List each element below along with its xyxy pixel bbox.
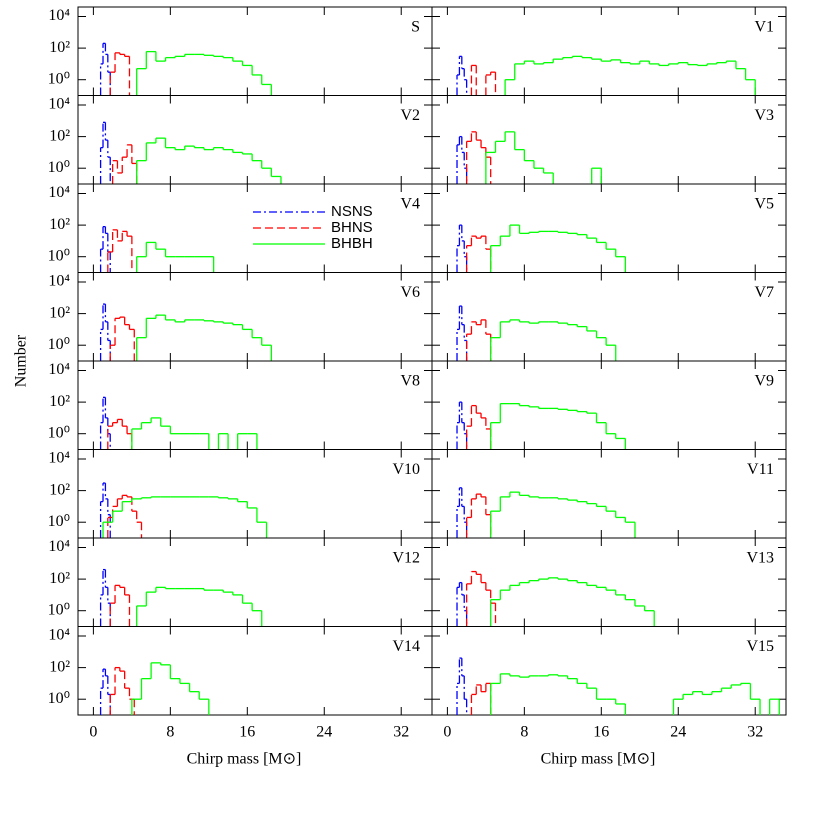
legend-label: BHBH (331, 235, 373, 252)
x-tick-label: 0 (89, 724, 97, 741)
x-tick-label: 32 (393, 724, 409, 741)
legend-label: NSNS (331, 203, 373, 220)
y-tick-label: 10² (49, 127, 70, 144)
y-tick-label: 10⁴ (48, 361, 70, 378)
panel-frame (431, 183, 787, 273)
panel-frame (77, 537, 433, 627)
y-axis-label: Number (13, 334, 30, 387)
y-tick-label: 10⁰ (48, 336, 70, 353)
x-tick-label: 32 (747, 724, 763, 741)
y-tick-label: 10⁰ (48, 424, 70, 441)
y-tick-label: 10⁰ (48, 159, 70, 176)
y-tick-label: 10⁴ (48, 538, 70, 555)
panel-label: V6 (400, 284, 420, 301)
panel-label: V11 (747, 461, 774, 478)
y-tick-label: 10⁴ (48, 450, 70, 467)
y-tick-label: 10⁰ (48, 70, 70, 87)
panel-frame (431, 95, 787, 185)
x-tick-label: 24 (670, 724, 686, 741)
y-tick-label: 10² (49, 570, 70, 587)
panel-label: V14 (392, 638, 420, 655)
x-tick-label: 16 (593, 724, 609, 741)
x-axis-label: Chirp mass [M⊙] (541, 751, 656, 768)
panel-label: V2 (400, 107, 420, 124)
x-tick-label: 8 (520, 724, 528, 741)
panel-label: S (411, 19, 420, 36)
x-tick-label: 8 (166, 724, 174, 741)
panel-frame (431, 272, 787, 362)
panel-label: V1 (754, 19, 774, 36)
panel-label: V13 (746, 550, 774, 567)
legend-label: BHNS (331, 219, 373, 236)
panel-frame (431, 449, 787, 539)
panel-frame (77, 360, 433, 450)
y-tick-label: 10² (49, 658, 70, 675)
y-tick-label: 10² (49, 216, 70, 233)
panel-frame (431, 360, 787, 450)
panel-frame (77, 95, 433, 185)
x-axis-label: Chirp mass [M⊙] (187, 751, 302, 768)
y-tick-label: 10⁴ (48, 7, 70, 24)
panel-label: V3 (754, 107, 774, 124)
panel-frame (77, 449, 433, 539)
y-tick-label: 10⁴ (48, 627, 70, 644)
y-tick-label: 10⁴ (48, 273, 70, 290)
y-tick-label: 10² (49, 393, 70, 410)
panel-frame (77, 272, 433, 362)
y-tick-label: 10⁴ (48, 96, 70, 113)
y-tick-label: 10² (49, 304, 70, 321)
y-tick-label: 10⁴ (48, 184, 70, 201)
panel-label: V10 (392, 461, 420, 478)
y-tick-label: 10² (49, 481, 70, 498)
panel-frame (431, 626, 787, 716)
panel-label: V5 (754, 196, 774, 213)
y-tick-label: 10² (49, 39, 70, 56)
x-tick-label: 24 (316, 724, 332, 741)
panel-label: V12 (392, 550, 420, 567)
y-tick-label: 10⁰ (48, 247, 70, 264)
panel-frame (431, 6, 787, 96)
panel-frame (77, 626, 433, 716)
x-tick-label: 16 (239, 724, 255, 741)
panel-label: V9 (754, 373, 774, 390)
panel-label: V15 (746, 638, 774, 655)
panel-label: V7 (754, 284, 774, 301)
y-tick-label: 10⁰ (48, 513, 70, 530)
panel-frame (77, 6, 433, 96)
x-tick-label: 0 (443, 724, 451, 741)
y-tick-label: 10⁰ (48, 601, 70, 618)
y-tick-label: 10⁰ (48, 690, 70, 707)
panel-label: V4 (400, 196, 420, 213)
panel-label: V8 (400, 373, 420, 390)
